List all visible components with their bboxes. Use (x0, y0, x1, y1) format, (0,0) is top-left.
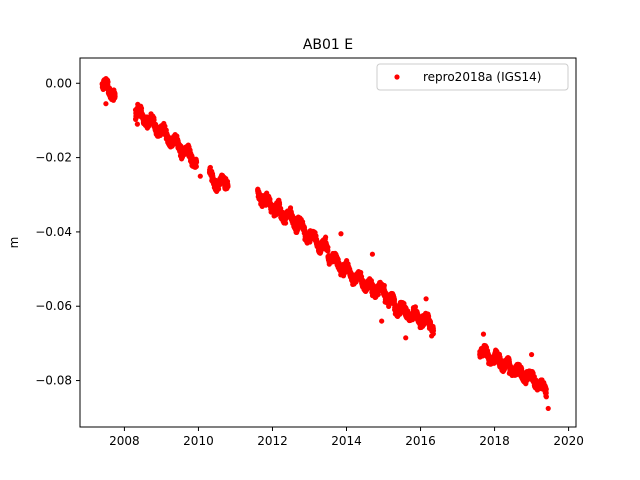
x-tick-label: 2020 (553, 434, 584, 448)
data-points (99, 76, 551, 412)
y-axis-label: m (7, 237, 21, 249)
data-point (138, 105, 145, 111)
data-point (325, 248, 331, 254)
data-point (105, 79, 111, 85)
data-point (151, 117, 157, 123)
data-point (528, 351, 535, 358)
data-point (480, 331, 487, 337)
axes: 2008 2010 2012 2014 2016 2018 2020 0.00 −0.02 −0.… (35, 57, 584, 448)
data-point (429, 333, 435, 339)
data-point (103, 101, 109, 107)
data-point (430, 328, 437, 334)
y-tick-label: −0.08 (35, 374, 72, 388)
data-point (338, 231, 344, 237)
data-point (197, 173, 203, 179)
y-tick-label: −0.06 (35, 299, 72, 313)
x-tick-label: 2012 (257, 434, 288, 448)
data-point (193, 163, 199, 170)
data-point (379, 318, 385, 324)
data-point (423, 296, 429, 302)
data-point (225, 183, 231, 190)
legend: repro2018a (IGS14) (376, 63, 569, 91)
y-tick-label: −0.04 (35, 225, 72, 239)
data-point (391, 296, 398, 303)
data-point (543, 386, 549, 392)
data-point (282, 220, 289, 226)
data-point (543, 394, 549, 400)
data-point (412, 304, 418, 310)
x-tick-label: 2008 (109, 434, 140, 448)
x-tick-label: 2014 (331, 434, 362, 448)
data-point (358, 269, 364, 276)
x-tick-label: 2018 (479, 434, 510, 448)
data-point (322, 234, 329, 240)
data-point (369, 251, 376, 257)
legend-box (376, 63, 569, 91)
chart-title: AB01 E (303, 37, 353, 53)
y-tick-label: −0.02 (35, 151, 72, 165)
data-point (403, 335, 409, 341)
data-point (276, 201, 283, 207)
plot-frame (79, 57, 577, 428)
data-point (325, 244, 331, 250)
x-tick-label: 2010 (183, 434, 214, 448)
y-tick-label: 0.00 (45, 76, 72, 90)
data-point (112, 93, 118, 99)
legend-marker (394, 74, 400, 80)
legend-label: repro2018a (IGS14) (423, 70, 541, 84)
data-point (193, 159, 200, 165)
data-point (267, 196, 273, 202)
x-tick-label: 2016 (405, 434, 436, 448)
data-point (134, 121, 140, 127)
data-point (545, 405, 551, 412)
data-point (381, 282, 387, 289)
